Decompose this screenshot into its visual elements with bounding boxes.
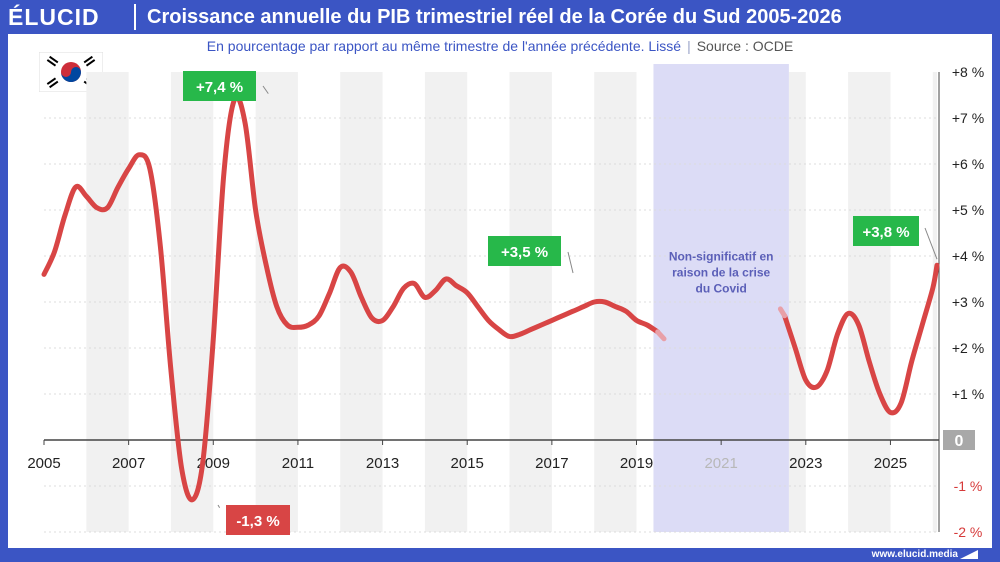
y-tick-label: +2 % [952, 340, 984, 356]
callout-label: +3,5 % [501, 244, 548, 261]
x-tick-label: 2015 [451, 455, 484, 472]
y-tick-label: 0 [955, 433, 964, 450]
y-tick-label: +7 % [952, 110, 984, 126]
y-tick-label: +6 % [952, 156, 984, 172]
x-tick-label: 2011 [282, 455, 314, 472]
y-tick-label: -1 % [954, 478, 983, 494]
callout-leader [262, 85, 269, 94]
footer-url[interactable]: www.elucid.media [871, 549, 958, 560]
subtitle-text: En pourcentage par rapport au même trime… [206, 38, 682, 54]
year-band [86, 72, 129, 532]
x-tick-label: 2007 [112, 455, 145, 472]
covid-label: raison de la crise [672, 266, 770, 280]
x-tick-label: 2019 [620, 455, 653, 472]
series-line-1 [41, 94, 661, 503]
header-separator [134, 4, 136, 30]
y-tick-label: -2 % [954, 524, 983, 540]
x-tick-label: 2023 [789, 455, 822, 472]
covid-label: du Covid [695, 282, 746, 296]
y-tick-label: +8 % [952, 64, 984, 80]
callout-box [853, 216, 919, 246]
x-tick-label: 2025 [874, 455, 907, 472]
callout-box [488, 236, 561, 266]
source-text: Source : OCDE [696, 38, 794, 54]
x-tick-label: 2013 [366, 455, 399, 472]
series-line-2 [782, 262, 940, 416]
x-tick-label: 2017 [535, 455, 568, 472]
y-tick-label: +5 % [952, 202, 984, 218]
elucid-mark-icon [960, 550, 978, 559]
y-tick-label: +1 % [952, 386, 984, 402]
header-bar: ÉLUCID Croissance annuelle du PIB trimes… [0, 0, 1000, 34]
callout-box [226, 505, 290, 535]
callout-leader [217, 504, 221, 509]
y-tick-label: +3 % [952, 294, 984, 310]
series-fade-start [655, 329, 667, 342]
covid-band [653, 64, 789, 532]
callout-leader [567, 251, 574, 274]
y-tick-label: +4 % [952, 248, 984, 264]
elucid-logo: ÉLUCID [8, 4, 100, 30]
zero-badge [943, 430, 975, 450]
callout-label: -1,3 % [236, 513, 279, 530]
x-tick-label: 2021 [704, 455, 737, 472]
callout-box [183, 71, 256, 101]
callout-label: +7,4 % [196, 79, 243, 96]
subtitle-separator: | [687, 38, 691, 54]
series-fade-end [777, 306, 788, 319]
callout-label: +3,8 % [862, 224, 909, 241]
callout-leader [924, 227, 938, 260]
chart-subtitle: En pourcentage par rapport au même trime… [0, 38, 1000, 54]
x-tick-label: 2005 [27, 455, 60, 472]
covid-label: Non-significatif en [669, 250, 774, 264]
chart-title: Croissance annuelle du PIB trimestriel r… [147, 6, 842, 28]
